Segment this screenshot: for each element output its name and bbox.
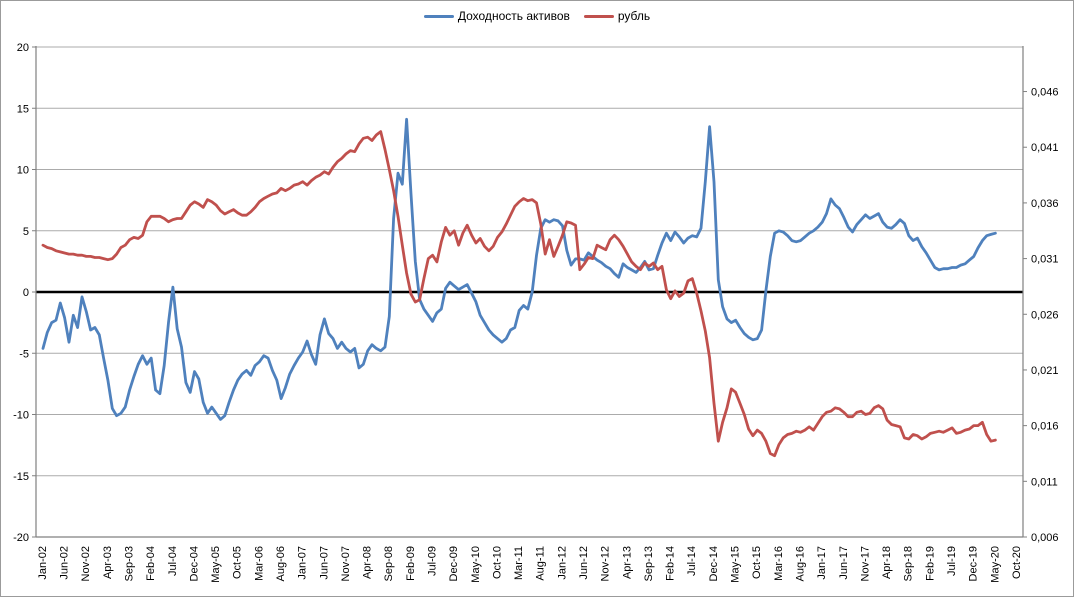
x-axis-tick-label: Feb-04 [145,546,157,581]
legend-swatch-asset-return [423,14,454,18]
x-axis-tick-label: Oct-05 [232,546,244,579]
x-axis-tick-label: Aug-06 [275,546,287,581]
x-axis-tick-label: Nov-07 [340,546,352,581]
x-axis-tick-label: Jan-02 [37,546,49,580]
left-axis-tick-label: 20 [17,42,29,54]
x-axis-tick-label: Jun-02 [59,546,71,580]
x-axis-tick-label: Oct-10 [491,546,503,579]
x-axis-tick-label: Apr-18 [881,546,893,579]
right-axis-tick-label: 0,011 [1031,476,1058,488]
x-axis-tick-label: Apr-03 [102,546,114,579]
x-axis-tick-label: Dec-04 [188,546,200,581]
x-axis-tick-label: Jan-07 [297,546,309,580]
chart-legend: Доходность активов рубль [1,9,1073,23]
x-axis-tick-label: May-05 [210,546,222,583]
x-axis-tick-label: Feb-09 [405,546,417,581]
x-axis-tick-label: Aug-16 [794,546,806,581]
x-axis-tick-label: Nov-17 [859,546,871,581]
left-axis-tick-label: -20 [13,532,29,544]
x-axis-tick-label: Apr-13 [621,546,633,579]
x-axis-tick-label: Nov-02 [80,546,92,581]
right-axis-tick-label: 0,006 [1031,532,1059,544]
x-axis-tick-label: Mar-16 [773,546,785,581]
ruble-line [41,130,997,458]
legend-swatch-ruble [583,14,614,18]
x-axis-tick-label: Mar-11 [513,546,525,580]
x-axis-tick-label: May-10 [470,546,482,583]
x-axis-tick-label: Feb-14 [665,546,677,581]
left-axis-tick-label: -10 [13,410,29,422]
legend-item-asset-return: Доходность активов [423,9,570,23]
legend-label-ruble: рубль [617,9,651,23]
right-axis-tick-label: 0,021 [1031,365,1059,377]
x-axis-tick-label: Jun-07 [318,546,330,580]
x-axis-tick-label: Nov-12 [600,546,612,581]
left-axis-tick-label: 15 [17,103,29,115]
left-axis-tick-label: 0 [23,287,29,299]
x-axis-tick-label: Sep-03 [123,546,135,581]
x-axis-tick-label: Jan-12 [556,546,568,580]
legend-item-ruble: рубль [583,9,651,23]
x-axis-tick-label: Dec-14 [708,546,720,581]
x-axis-tick-label: Jul-04 [167,546,179,576]
left-axis-tick-label: 10 [17,165,29,177]
x-axis-tick-label: Jul-14 [686,546,698,576]
right-axis-tick-label: 0,046 [1031,87,1059,99]
right-axis-tick-label: 0,036 [1031,198,1059,210]
left-axis-tick-label: 5 [23,226,29,238]
asset-return-line [41,117,997,421]
left-axis-tick-label: -15 [13,471,29,483]
x-axis-tick-label: Feb-19 [924,546,936,581]
legend-label-asset-return: Доходность активов [457,9,570,23]
x-axis-tick-label: Jul-09 [427,546,439,576]
x-axis-tick-label: Jun-12 [578,546,590,580]
right-axis-tick-label: 0,031 [1031,254,1059,266]
x-axis-tick-label: Sep-08 [383,546,395,581]
x-axis-tick-label: Dec-09 [448,546,460,581]
x-axis-tick-label: Aug-11 [535,546,547,581]
x-axis-tick-label: Jun-17 [838,546,850,580]
right-axis-tick-label: 0,041 [1031,142,1059,154]
x-axis-tick-label: Oct-15 [751,546,763,579]
x-axis-tick-label: May-15 [730,546,742,583]
x-axis-tick-label: Jul-19 [946,546,958,576]
x-axis-tick-label: Apr-08 [362,546,374,579]
right-axis-tick-label: 0,026 [1031,309,1059,321]
left-axis-tick-label: -5 [19,348,29,360]
x-axis-tick-label: Sep-18 [903,546,915,581]
x-axis-tick-label: May-20 [989,546,1001,583]
right-axis-tick-label: 0,016 [1031,421,1059,433]
x-axis-tick-label: Dec-19 [968,546,980,581]
x-axis-tick-label: Oct-20 [1011,546,1023,579]
x-axis-tick-label: Jan-17 [816,546,828,580]
x-axis-tick-label: Mar-06 [253,546,265,581]
x-axis-tick-label: Sep-13 [643,546,655,581]
